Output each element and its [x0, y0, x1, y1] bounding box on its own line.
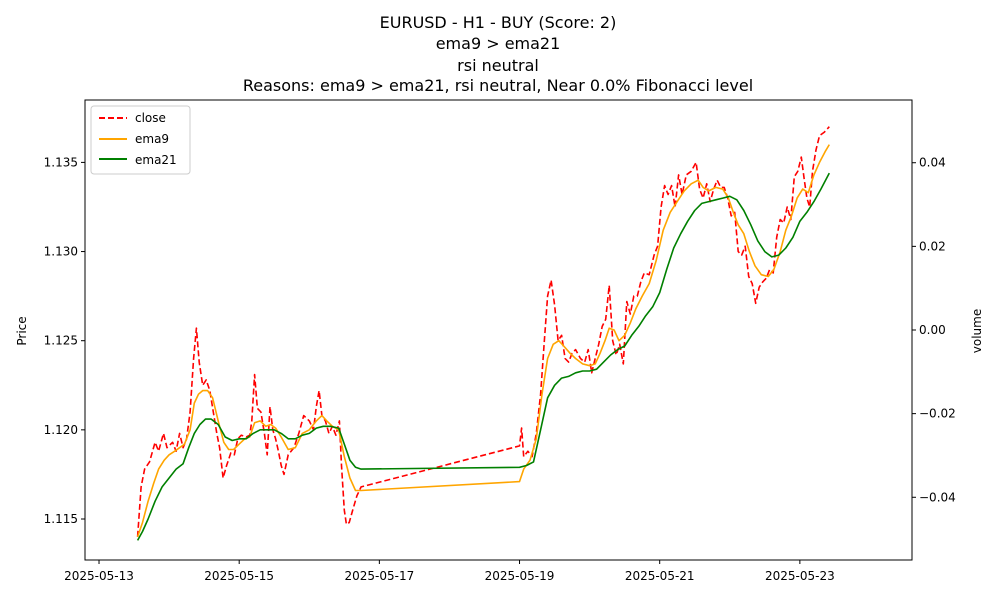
series-line-ema9: [136, 144, 830, 538]
y2-tick-label: 0.00: [919, 323, 946, 337]
chart-title-line-3: rsi neutral: [457, 56, 539, 75]
y-tick-label: 1.130: [44, 245, 78, 259]
y-axis-label: Price: [15, 316, 29, 345]
x-tick-label: 2025-05-19: [485, 569, 555, 583]
y-axis-right: −0.04 −0.02 0.00 0.02 0.04: [912, 156, 956, 504]
x-tick-label: 2025-05-21: [625, 569, 695, 583]
plot-frame: [84, 99, 913, 561]
y-axis-left: 1.115 1.120 1.125 1.130 1.135: [44, 155, 85, 526]
legend-label-close: close: [135, 111, 166, 125]
chart-title-line-1: EURUSD - H1 - BUY (Score: 2): [380, 13, 617, 32]
x-tick-label: 2025-05-13: [64, 569, 134, 583]
chart-title-line-4: Reasons: ema9 > ema21, rsi neutral, Near…: [243, 76, 753, 95]
y-tick-label: 1.125: [44, 334, 78, 348]
chart-title: EURUSD - H1 - BUY (Score: 2) ema9 > ema2…: [243, 13, 753, 95]
x-tick-label: 2025-05-23: [765, 569, 835, 583]
legend-box: [90, 105, 191, 175]
y2-tick-label: 0.04: [919, 156, 946, 170]
x-axis: 2025-05-13 2025-05-15 2025-05-17 2025-05-19…: [64, 560, 835, 583]
series-line-ema21: [136, 172, 831, 541]
x-tick-label: 2025-05-15: [204, 569, 274, 583]
y2-tick-label: −0.02: [919, 407, 956, 421]
y-tick-label: 1.120: [44, 423, 78, 437]
series-line-close: [136, 126, 830, 537]
legend-label-ema9: ema9: [135, 132, 169, 146]
chart-title-line-2: ema9 > ema21: [436, 34, 561, 53]
series-layer: [136, 126, 831, 541]
y2-axis-label: volume: [970, 309, 984, 353]
legend-label-ema21: ema21: [135, 153, 177, 167]
y2-tick-label: 0.02: [919, 239, 946, 253]
y-tick-label: 1.115: [44, 512, 78, 526]
y-tick-label: 1.135: [44, 155, 78, 169]
x-tick-label: 2025-05-17: [344, 569, 414, 583]
y2-tick-label: −0.04: [919, 490, 956, 504]
legend: close ema9 ema21: [90, 105, 191, 175]
